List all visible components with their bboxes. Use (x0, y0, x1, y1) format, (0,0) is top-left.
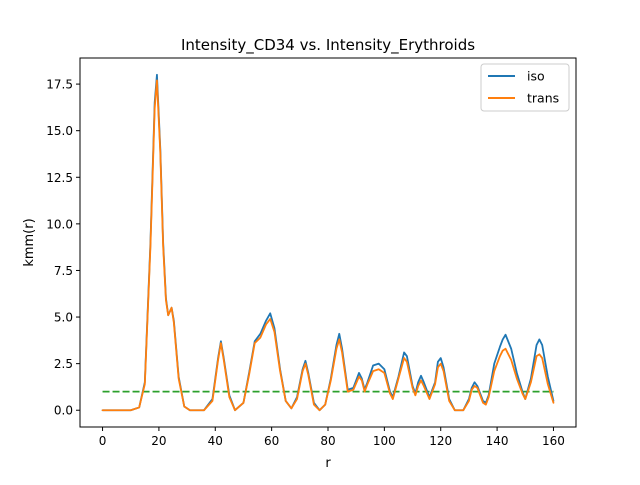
chart-title: Intensity_CD34 vs. Intensity_Erythroids (181, 36, 475, 55)
y-tick-label: 2.5 (54, 357, 73, 371)
plot-area (101, 73, 555, 412)
x-axis-ticks: 0 20 40 60 80 100 120 140 160 (99, 427, 565, 448)
y-tick-label: 15.0 (46, 124, 73, 138)
x-axis-label: r (325, 456, 331, 471)
y-tick-label: 5.0 (54, 311, 73, 325)
y-tick-label: 12.5 (46, 171, 73, 185)
x-tick-label: 100 (373, 434, 396, 448)
x-tick-label: 40 (208, 434, 223, 448)
x-tick-label: 20 (151, 434, 166, 448)
y-tick-label: 0.0 (54, 404, 73, 418)
series-line-trans (101, 79, 555, 412)
y-tick-label: 10.0 (46, 217, 73, 231)
y-tick-label: 7.5 (54, 264, 73, 278)
x-tick-label: 160 (542, 434, 565, 448)
x-tick-label: 60 (264, 434, 279, 448)
x-tick-label: 0 (99, 434, 107, 448)
legend: iso trans (480, 63, 570, 112)
axes-frame (79, 57, 577, 428)
legend-label-trans: trans (527, 91, 559, 106)
x-tick-label: 80 (320, 434, 335, 448)
y-axis-label: kmm(r) (22, 218, 37, 266)
y-axis-ticks: 0.0 2.5 5.0 7.5 10.0 12.5 15.0 17.5 (46, 78, 80, 418)
legend-label-iso: iso (527, 69, 545, 84)
x-tick-label: 120 (429, 434, 452, 448)
x-tick-label: 140 (486, 434, 509, 448)
y-tick-label: 17.5 (46, 78, 73, 92)
